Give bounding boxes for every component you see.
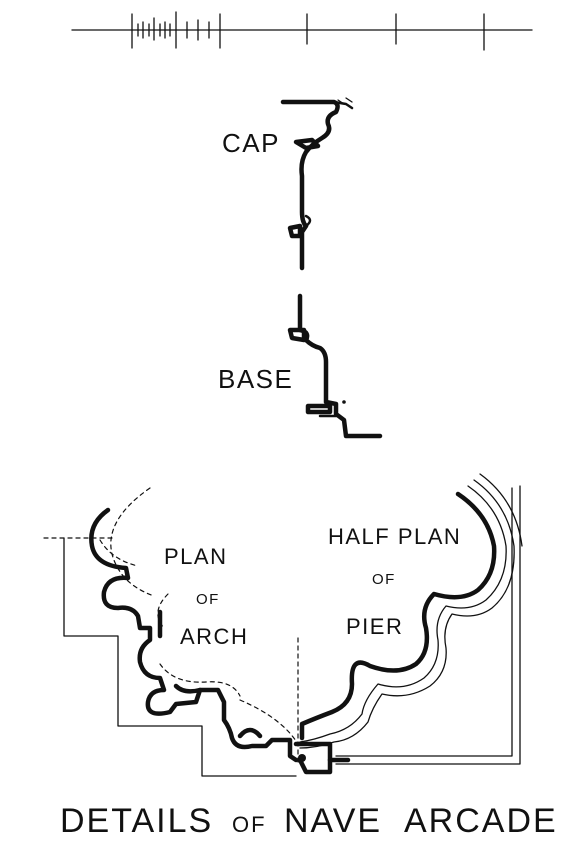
half-plan-label-line1: HALF PLAN	[328, 524, 461, 549]
half-plan-label-line2: OF	[372, 571, 396, 588]
plan-of-arch-label-line2: OF	[196, 591, 220, 608]
base-label: BASE	[218, 364, 293, 394]
plan-outline	[63, 485, 521, 777]
title-word-nave: NAVE	[284, 802, 382, 840]
plan-of-arch-label-line3: ARCH	[180, 624, 248, 649]
scale-bar	[71, 11, 533, 51]
cap-label: CAP	[222, 128, 280, 158]
half-plan-label-line3: PIER	[346, 614, 403, 639]
plan-of-arch-label-line1: PLAN	[164, 544, 227, 569]
base-profile	[287, 293, 383, 439]
title-word-details: DETAILS	[60, 802, 213, 840]
half-plan-of-pier	[293, 473, 523, 775]
construction-lines	[43, 487, 299, 767]
title-word-of: OF	[232, 812, 267, 837]
plan-of-arch	[89, 507, 299, 763]
cap-profile	[280, 97, 354, 271]
title-word-arcade: ARCADE	[404, 802, 558, 840]
drawing-title: DETAILS OF NAVE ARCADE	[60, 802, 558, 840]
